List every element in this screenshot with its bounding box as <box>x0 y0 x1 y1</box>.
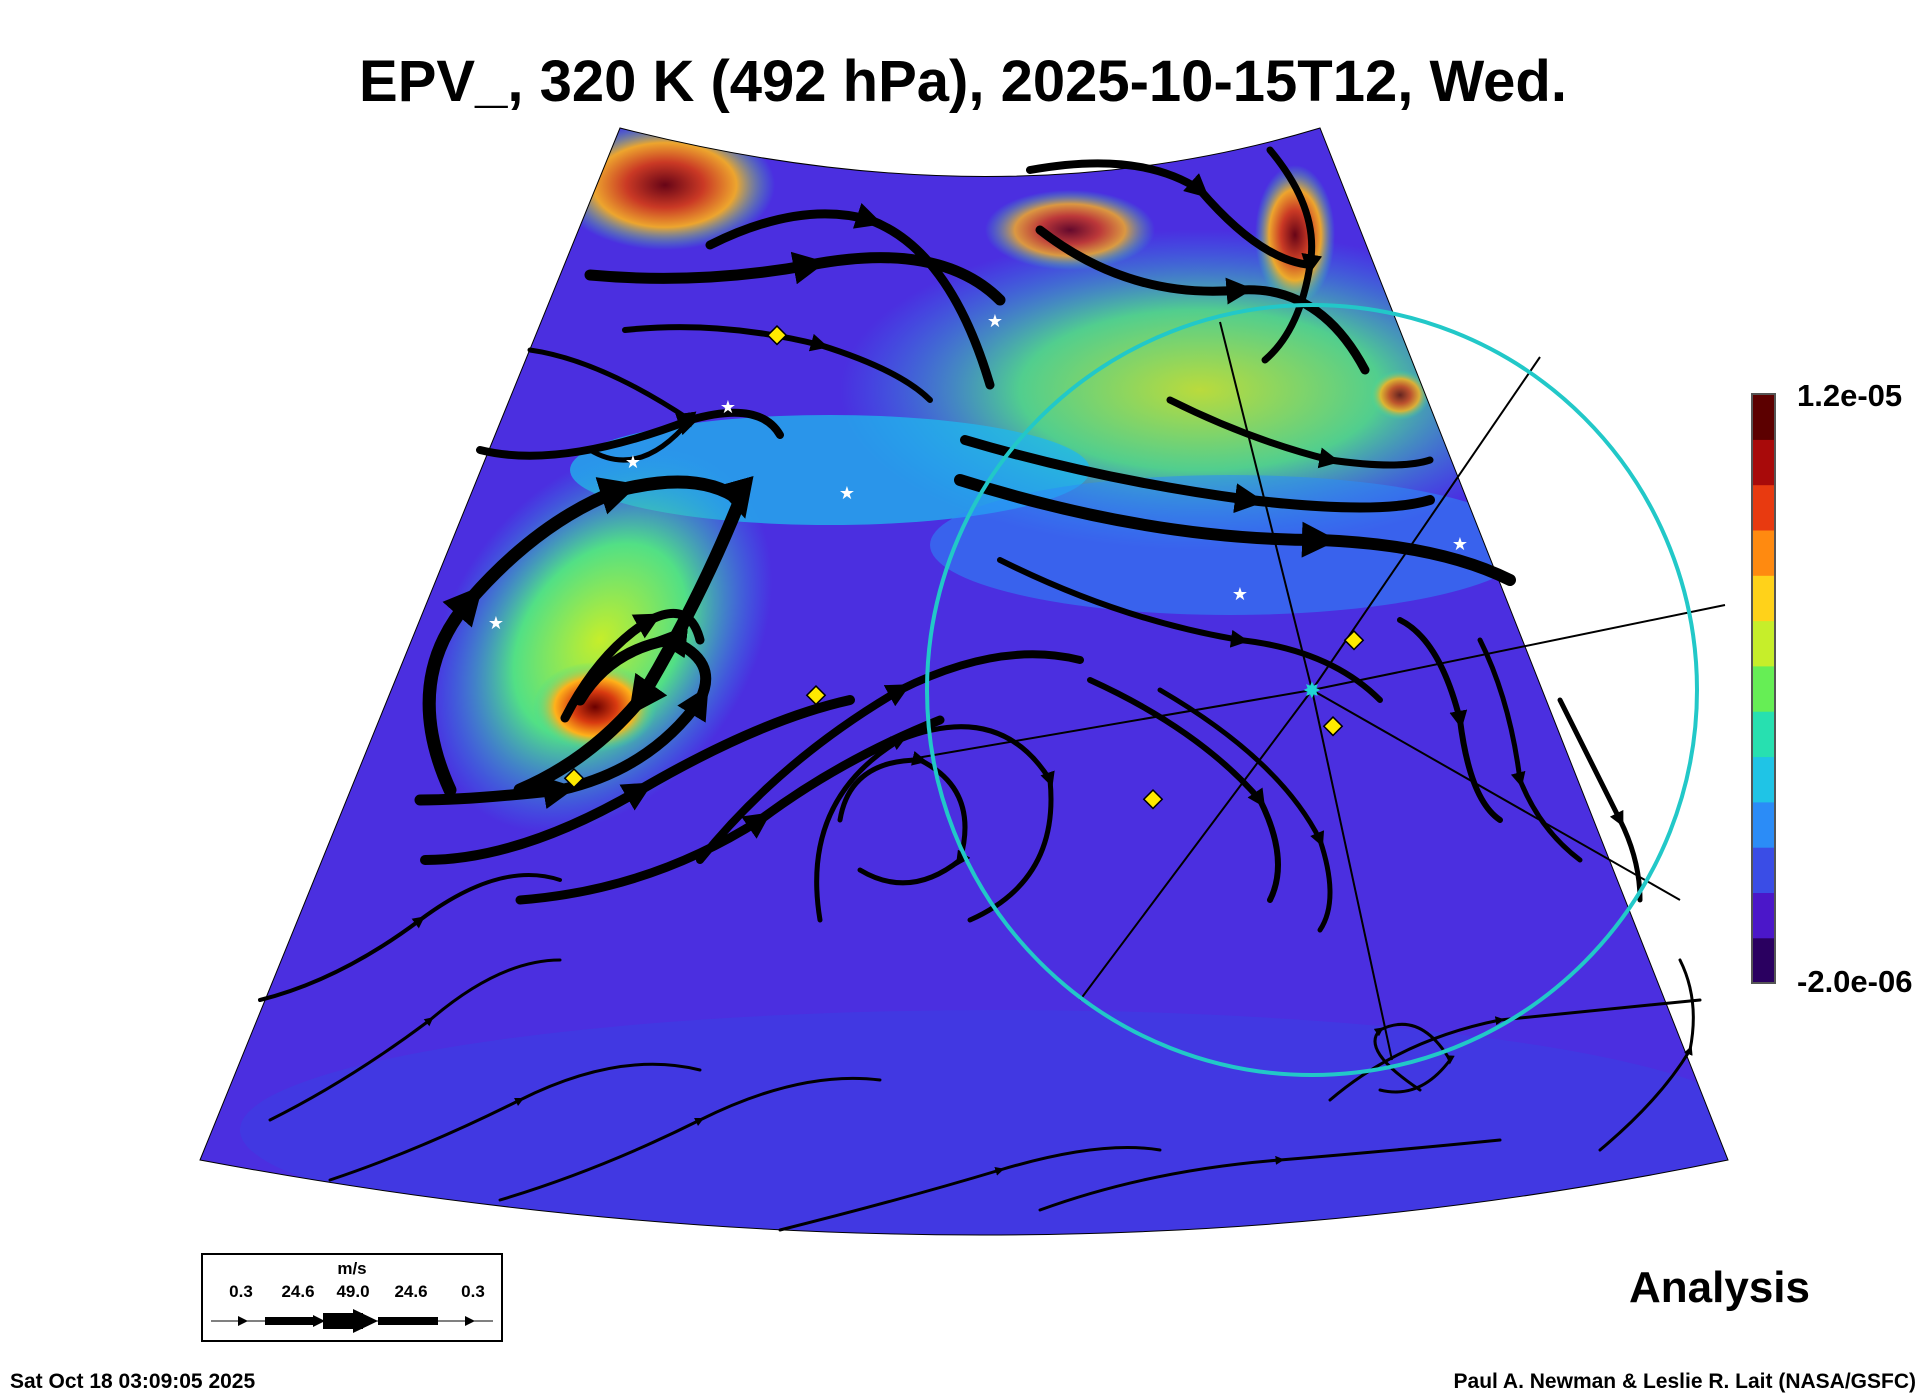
range-ring <box>925 303 1699 1077</box>
streamline <box>1026 159 1314 269</box>
colorbar-band <box>1752 892 1775 939</box>
wind-legend-arrow <box>211 1309 493 1333</box>
wind-legend-value: 0.3 <box>229 1282 253 1301</box>
cross-section-line <box>1311 689 1393 1061</box>
diamond-marker <box>805 685 827 706</box>
colorbar-frame <box>1751 393 1776 984</box>
colorbar-band <box>1752 711 1775 758</box>
generation-timestamp: Sat Oct 18 03:09:05 2025 <box>10 1370 256 1393</box>
field-maxima-north <box>985 190 1155 270</box>
cross-section-line <box>904 689 1313 761</box>
star-marker: ★ <box>488 613 504 634</box>
wind-legend-value: 24.6 <box>281 1282 315 1301</box>
colorbar-band <box>1752 665 1775 712</box>
cross-section-line <box>1079 689 1313 1001</box>
streamline <box>1035 225 1370 375</box>
streamline <box>705 202 995 390</box>
colorbar-band <box>1752 529 1775 576</box>
cross-section-lines <box>904 321 1726 1061</box>
diamond-markers <box>563 325 1365 810</box>
streamline <box>1038 1138 1502 1212</box>
streamline <box>420 695 855 865</box>
streamlines <box>258 146 1702 1232</box>
wind-speed-legend: m/s 0.3 24.6 49.0 24.6 0.3 <box>201 1253 503 1342</box>
star-marker: ★ <box>987 311 1003 332</box>
streamline <box>1373 1022 1455 1094</box>
streamline <box>696 650 1084 864</box>
wind-legend-value: 0.3 <box>461 1282 485 1301</box>
diamond-marker <box>563 768 585 789</box>
colorbar-band <box>1752 439 1775 486</box>
streamline <box>997 557 1383 703</box>
star-markers: ★ ★ ★ ★ ★ ★ ★ <box>488 311 1468 634</box>
streamline <box>1557 697 1643 903</box>
colorbar-bands <box>1752 394 1775 984</box>
analysis-label: Analysis <box>1629 1263 1810 1312</box>
star-marker: ★ <box>720 397 736 418</box>
cross-section-line <box>1311 689 1681 901</box>
colorbar-band <box>1752 394 1775 440</box>
colorbar-min-label: -2.0e-06 <box>1797 964 1913 999</box>
colorbar-band <box>1752 620 1775 667</box>
streamline <box>328 1062 702 1182</box>
streamline <box>814 724 1055 923</box>
field-maxima-east <box>1370 370 1430 420</box>
wind-legend-unit: m/s <box>337 1259 367 1278</box>
colorbar-band <box>1752 847 1775 893</box>
cross-section-line <box>1219 321 1313 691</box>
streamline <box>560 608 705 723</box>
diamond-marker <box>1142 789 1164 810</box>
streamline <box>954 474 1516 586</box>
wind-legend-value: 24.6 <box>394 1282 428 1301</box>
star-marker: ★ <box>1232 584 1248 605</box>
map-domain-outline <box>199 127 1729 1236</box>
cross-section-line <box>1311 604 1726 691</box>
colorbar-band <box>1752 484 1775 531</box>
streamline <box>1598 958 1695 1152</box>
colorbar-band <box>1752 756 1775 803</box>
streamline <box>258 873 562 1002</box>
plot-title: EPV_, 320 K (492 hPa), 2025-10-15T12, We… <box>359 49 1567 114</box>
star-marker: ★ <box>839 483 855 504</box>
epv-field <box>200 128 1728 1235</box>
colorbar-max-label: 1.2e-05 <box>1797 378 1903 413</box>
streamline <box>584 251 1006 306</box>
streamline <box>622 324 933 403</box>
author-credit: Paul A. Newman & Leslie R. Lait (NASA/GS… <box>1453 1370 1916 1393</box>
streamline <box>1087 677 1281 903</box>
colorbar-band <box>1752 801 1775 848</box>
streamline <box>837 750 971 886</box>
streamline <box>1261 146 1323 364</box>
streamline <box>414 625 712 809</box>
diamond-marker <box>1322 716 1344 737</box>
diamond-marker <box>1343 630 1365 651</box>
diamond-marker <box>766 325 788 346</box>
streamline <box>268 958 562 1122</box>
streamline <box>476 408 784 460</box>
streamline <box>778 1146 1162 1232</box>
streamline <box>1477 637 1583 863</box>
streamline <box>1166 396 1434 469</box>
center-point-marker: ✸ <box>1303 679 1321 704</box>
streamline <box>1328 998 1702 1102</box>
streamline <box>515 715 945 905</box>
streamline <box>960 435 1435 514</box>
star-marker: ★ <box>1452 534 1468 555</box>
streamline <box>498 1076 882 1202</box>
star-marker: ★ <box>625 452 641 473</box>
colorbar-band <box>1752 575 1775 622</box>
wind-legend-value: 49.0 <box>336 1282 370 1301</box>
streamline <box>1397 617 1503 823</box>
field-subtropical-band <box>240 1010 1728 1235</box>
colorbar <box>1751 393 1776 984</box>
streamline <box>1157 687 1333 933</box>
colorbar-band <box>1752 937 1775 984</box>
